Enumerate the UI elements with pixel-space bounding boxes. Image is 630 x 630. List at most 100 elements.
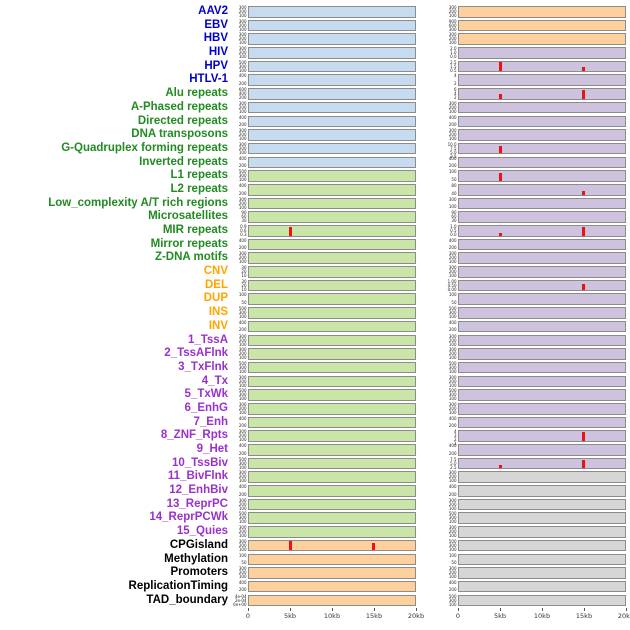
y-tick-label: 30 <box>241 265 247 271</box>
signal-spike <box>498 465 503 469</box>
left-track-panel <box>248 375 416 388</box>
y-tick-label: 200 <box>448 587 457 593</box>
right-track-panel <box>458 457 626 470</box>
track-row: MIR repeats 0.9 0.6 0.3 1.0 0.5 0.0 <box>2 224 628 238</box>
right-y-axis-ticks: 2.5 1.5 0.5 <box>444 60 458 73</box>
left-y-axis-ticks: 400 200 <box>234 183 248 196</box>
track-row: 2_TssAFlnk 300 200 100 300 200 100 <box>2 347 628 361</box>
right-y-axis-ticks: 100 50 <box>444 170 458 182</box>
track-row: 11_BivFlnk 300 200 100 300 200 100 <box>2 470 628 484</box>
row-label: 7_Enh <box>193 415 228 428</box>
y-tick-label: 400 <box>238 237 247 243</box>
right-y-axis-ticks: 500 300 100 <box>444 389 458 401</box>
y-tick-label: 300 <box>448 470 457 476</box>
right-y-axis-ticks: 400 200 <box>444 444 458 456</box>
right-track-panel <box>458 375 626 388</box>
y-tick-label: 200 <box>448 351 457 357</box>
right-y-axis-ticks: 900 600 300 <box>444 19 458 32</box>
track-row: 14_ReprPCWk 500 300 100 500 300 100 <box>2 511 628 525</box>
y-tick-label: 100 <box>238 136 247 142</box>
signal-spike <box>581 227 586 236</box>
column-gap <box>416 347 444 361</box>
row-label: HPV <box>204 59 228 72</box>
right-y-axis-ticks: 300 200 100 <box>444 402 458 415</box>
row-label: CPGisland <box>169 538 228 551</box>
y-tick-label: 400 <box>238 484 247 490</box>
y-tick-label: 300 <box>238 470 247 476</box>
y-tick-label: 200 <box>238 351 247 357</box>
right-y-axis-ticks: 400 200 <box>444 238 458 251</box>
column-gap <box>416 265 444 279</box>
y-tick-label: 100 <box>448 552 457 558</box>
y-tick-label: 300 <box>238 364 247 370</box>
y-tick-label: 300 <box>238 333 247 339</box>
track-row: CPGisland 300 200 100 500 300 100 <box>2 539 628 553</box>
track-row: Mirror repeats 400 200 400 200 <box>2 238 628 252</box>
y-tick-label: 10 <box>241 286 247 292</box>
y-tick-label: 200 <box>448 9 457 14</box>
column-gap <box>416 46 444 60</box>
y-tick-label: 100 <box>238 40 247 46</box>
left-track-panel <box>248 60 416 73</box>
y-tick-label: 300 <box>448 26 457 32</box>
right-y-axis-ticks: 300 100 <box>444 197 458 210</box>
y-tick-label: 100 <box>448 546 457 552</box>
row-label: 4_Tx <box>201 374 228 387</box>
right-track-panel <box>458 225 626 237</box>
left-y-axis-ticks: 400 200 <box>234 115 248 128</box>
left-track-panel <box>248 430 416 442</box>
y-tick-label: 100 <box>238 292 247 298</box>
signal-spike <box>581 191 586 195</box>
y-tick-label: 100 <box>448 13 457 18</box>
y-tick-label: 400 <box>448 579 457 585</box>
y-tick-label: 500 <box>238 456 247 462</box>
y-tick-label: 200 <box>238 491 247 497</box>
x-tick-mark <box>626 608 627 612</box>
y-tick-label: 400 <box>448 484 457 490</box>
y-tick-label: 200 <box>238 9 247 14</box>
row-label: Microsatellites <box>148 210 228 223</box>
row-label: A-Phased repeats <box>130 100 228 113</box>
left-track-panel <box>248 142 416 155</box>
y-tick-label: 20 <box>241 282 247 288</box>
y-tick-label: 0.5 <box>450 228 457 233</box>
left-track-panel <box>248 170 416 182</box>
x-tick-label: 15kb <box>365 612 383 621</box>
track-row: AAV2 300 200 100 300 200 100 <box>2 5 628 19</box>
left-y-axis-ticks: 0.9 0.6 0.3 <box>234 225 248 237</box>
y-tick-label: 200 <box>448 132 457 138</box>
y-tick-label: 100 <box>448 409 457 415</box>
left-y-axis-ticks: 300 200 100 <box>234 375 248 388</box>
right-track-panel <box>458 307 626 319</box>
right-y-axis-ticks: 100 50 <box>444 552 458 566</box>
y-tick-label: 100 <box>238 108 247 114</box>
left-y-axis-ticks: 300 200 100 <box>234 430 248 442</box>
y-tick-label: 300 <box>448 597 457 603</box>
row-label: 15_Quies <box>176 525 228 538</box>
y-tick-label: 60 <box>451 214 457 220</box>
signal-spike <box>498 62 503 72</box>
y-tick-label: 200 <box>448 423 457 429</box>
row-label: Promoters <box>170 566 228 579</box>
y-tick-label: 500 <box>238 59 247 65</box>
y-tick-label: 300 <box>238 18 247 24</box>
left-track-panel <box>248 594 416 607</box>
left-y-axis-ticks: 400 200 <box>234 156 248 169</box>
right-y-axis-ticks: 500 300 100 <box>444 512 458 524</box>
column-gap <box>416 443 444 457</box>
column-gap <box>416 197 444 211</box>
row-label: 6_EnhG <box>184 401 228 414</box>
row-label: DEL <box>205 278 228 291</box>
row-label: Inverted repeats <box>139 155 228 168</box>
x-tick-label: 20kb <box>407 612 425 621</box>
y-tick-label: 500 <box>238 306 247 312</box>
right-y-axis-ticks: 500 300 100 <box>444 594 458 607</box>
y-tick-label: 300 <box>448 515 457 521</box>
spacer-label <box>2 608 234 628</box>
left-y-axis-ticks: 500 300 100 <box>234 456 248 470</box>
column-gap <box>416 334 444 348</box>
y-tick-label: 500 <box>448 388 457 394</box>
column-gap <box>416 484 444 498</box>
y-tick-label: 200 <box>448 255 457 261</box>
y-tick-label: 100 <box>448 259 457 265</box>
